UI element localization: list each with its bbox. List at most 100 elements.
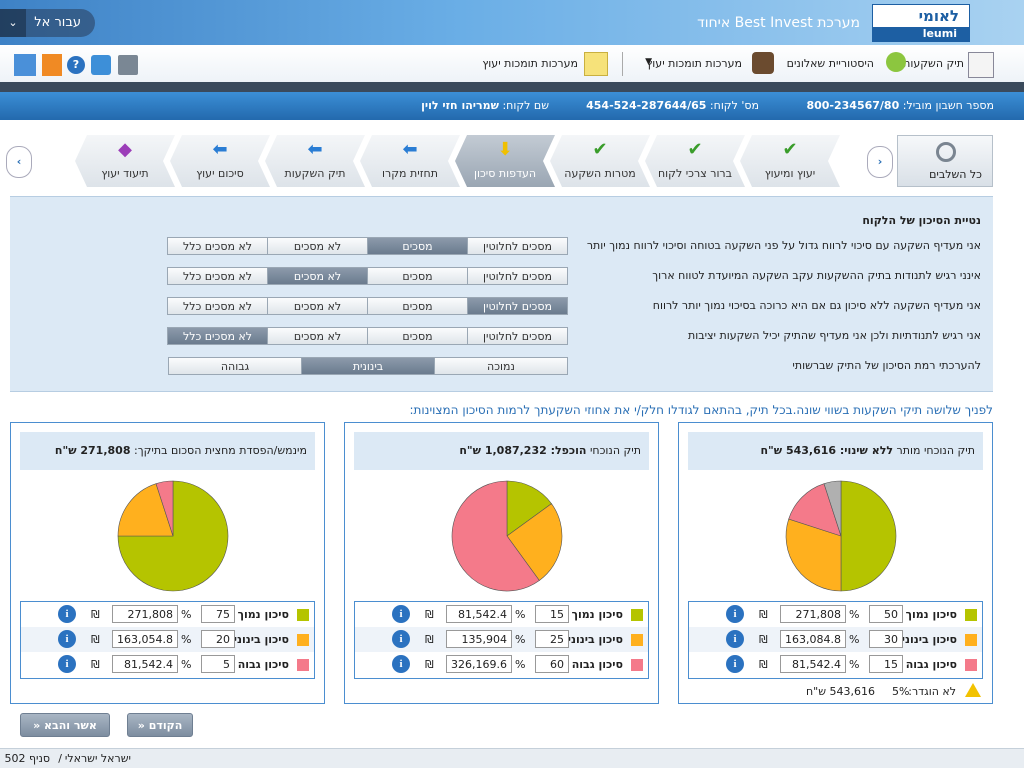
amount-input[interactable]: 271,808 bbox=[780, 605, 846, 623]
risk-level-option[interactable]: גבוהה bbox=[168, 357, 302, 375]
title-text: תיק הנוכחי מותר bbox=[896, 444, 975, 457]
tool-item[interactable]: היסטוריית שאלונים bbox=[786, 57, 874, 70]
step-icon: ✔ bbox=[592, 139, 608, 160]
risk-option[interactable]: מסכים לחלוטין bbox=[467, 327, 568, 345]
amount-input[interactable]: 81,542.4 bbox=[446, 605, 512, 623]
percent-input[interactable]: 20 bbox=[201, 630, 235, 648]
next-button[interactable]: אשר והבא « bbox=[20, 713, 110, 737]
prev-button[interactable]: הקודם « bbox=[127, 713, 193, 737]
step-tab[interactable]: ◆ תיעוד יעוץ bbox=[75, 135, 175, 187]
risk-option[interactable]: מסכים לחלוטין bbox=[467, 237, 568, 255]
exit-icon[interactable] bbox=[14, 54, 36, 76]
info-icon[interactable]: i bbox=[392, 630, 410, 648]
step-tab[interactable]: ✔ יעוץ ומיעוץ bbox=[740, 135, 840, 187]
currency: ₪ bbox=[425, 658, 434, 671]
risk-level-option[interactable]: בינונית bbox=[301, 357, 435, 375]
risk-option[interactable]: מסכים bbox=[367, 297, 468, 315]
step-label: תיק השקעות bbox=[284, 167, 346, 180]
amount-input[interactable]: 81,542.4 bbox=[112, 655, 178, 673]
step-tab[interactable]: ✔ ברור צרכי לקוח bbox=[645, 135, 745, 187]
print-icon[interactable] bbox=[91, 55, 111, 75]
risk-option[interactable]: מסכים bbox=[367, 237, 468, 255]
percent-input[interactable]: 25 bbox=[535, 630, 569, 648]
percent-input[interactable]: 60 bbox=[535, 655, 569, 673]
pie-slice bbox=[788, 483, 842, 537]
percent-input[interactable]: 75 bbox=[201, 605, 235, 623]
risk-option[interactable]: לא מסכים bbox=[267, 237, 368, 255]
footer-branch: סניף 502 bbox=[4, 752, 50, 765]
step-tab[interactable]: ⬅ תחזית מקרו bbox=[360, 135, 460, 187]
tool-icon[interactable] bbox=[886, 52, 906, 72]
tool-dropdown[interactable]: ▼ bbox=[645, 57, 652, 67]
all-steps-label: כל השלבים bbox=[929, 168, 982, 181]
risk-option[interactable]: לא מסכים כלל bbox=[167, 297, 268, 315]
help-icon[interactable]: ? bbox=[67, 56, 85, 74]
value: שמריהו חזי לוין bbox=[421, 99, 499, 112]
percent-input[interactable]: 15 bbox=[869, 655, 903, 673]
info-icon[interactable]: i bbox=[392, 605, 410, 623]
step-tab[interactable]: ⬇ העדפות סיכון bbox=[455, 135, 555, 187]
risk-level-question: להערכתי רמת הסיכון של התיק שברשותי bbox=[792, 359, 981, 372]
info-icon[interactable]: i bbox=[726, 655, 744, 673]
risk-option[interactable]: לא מסכים bbox=[267, 327, 368, 345]
save-icon[interactable] bbox=[118, 55, 138, 75]
amount-input[interactable]: 163,084.8 bbox=[780, 630, 846, 648]
step-tab[interactable]: ⬅ תיק השקעות bbox=[265, 135, 365, 187]
color-swatch bbox=[965, 609, 977, 621]
info-icon[interactable]: i bbox=[58, 630, 76, 648]
risk-option[interactable]: לא מסכים bbox=[267, 297, 368, 315]
risk-level-option[interactable]: נמוכה bbox=[434, 357, 568, 375]
portfolio-header: תיק הנוכחי הוכפל: 1,087,232 ש"ח bbox=[354, 432, 649, 470]
tool-icon[interactable] bbox=[752, 52, 774, 74]
warning-icon bbox=[965, 683, 981, 697]
value: 800-234567/80 bbox=[806, 99, 900, 112]
label: מספר חשבון מוביל: bbox=[902, 99, 994, 112]
risk-option[interactable]: לא מסכים כלל bbox=[167, 237, 268, 255]
info-icon[interactable]: i bbox=[726, 605, 744, 623]
tool-item[interactable]: מערכות תומכות יעוץ bbox=[482, 57, 578, 70]
export-icon[interactable] bbox=[42, 54, 62, 76]
info-icon[interactable]: i bbox=[392, 655, 410, 673]
risk-option[interactable]: מסכים bbox=[367, 267, 468, 285]
info-icon[interactable]: i bbox=[726, 630, 744, 648]
percent-sign: % bbox=[849, 608, 860, 621]
risk-option[interactable]: מסכים לחלוטין bbox=[467, 297, 568, 315]
info-icon[interactable]: i bbox=[58, 655, 76, 673]
percent-input[interactable]: 15 bbox=[535, 605, 569, 623]
tool-item[interactable]: מערכות תומכות יעוץ bbox=[646, 57, 742, 70]
all-steps[interactable]: כל השלבים bbox=[897, 135, 993, 187]
risk-label: סיכון גבוה bbox=[237, 658, 289, 671]
currency: ₪ bbox=[91, 608, 100, 621]
percent-input[interactable]: 30 bbox=[869, 630, 903, 648]
amount-input[interactable]: 271,808 bbox=[112, 605, 178, 623]
percent-input[interactable]: 5 bbox=[201, 655, 235, 673]
percent-sign: % bbox=[181, 608, 192, 621]
tool-icon[interactable] bbox=[584, 52, 608, 76]
amount-input[interactable]: 163,054.8 bbox=[112, 630, 178, 648]
risk-option[interactable]: לא מסכים כלל bbox=[167, 267, 268, 285]
risk-option[interactable]: לא מסכים כלל bbox=[167, 327, 268, 345]
step-label: תיעוד יעוץ bbox=[101, 167, 149, 180]
scroll-right[interactable]: › bbox=[867, 146, 893, 178]
step-tab[interactable]: ✔ מטרות השקעה bbox=[550, 135, 650, 187]
risk-option[interactable]: מסכים לחלוטין bbox=[467, 267, 568, 285]
info-icon[interactable]: i bbox=[58, 605, 76, 623]
risk-option[interactable]: מסכים bbox=[367, 327, 468, 345]
amount-input[interactable]: 81,542.4 bbox=[780, 655, 846, 673]
amount-input[interactable]: 326,169.6 bbox=[446, 655, 512, 673]
percent-input[interactable]: 50 bbox=[869, 605, 903, 623]
amount-input[interactable]: 135,904 bbox=[446, 630, 512, 648]
tool-item[interactable]: תיק השקעות bbox=[903, 57, 964, 70]
color-swatch bbox=[631, 659, 643, 671]
risk-option[interactable]: לא מסכים bbox=[267, 267, 368, 285]
step-tab[interactable]: ⬅ סיכום יעוץ bbox=[170, 135, 270, 187]
footer-user: ישראל ישראלי bbox=[64, 752, 131, 765]
tool-icon[interactable] bbox=[968, 52, 994, 78]
color-swatch bbox=[965, 634, 977, 646]
pie-slice bbox=[823, 480, 842, 537]
goto-menu[interactable]: עבור אל ⌄ bbox=[0, 9, 95, 37]
title-text: תיק הנוכחי bbox=[589, 444, 641, 457]
scroll-left[interactable]: ‹ bbox=[6, 146, 32, 178]
